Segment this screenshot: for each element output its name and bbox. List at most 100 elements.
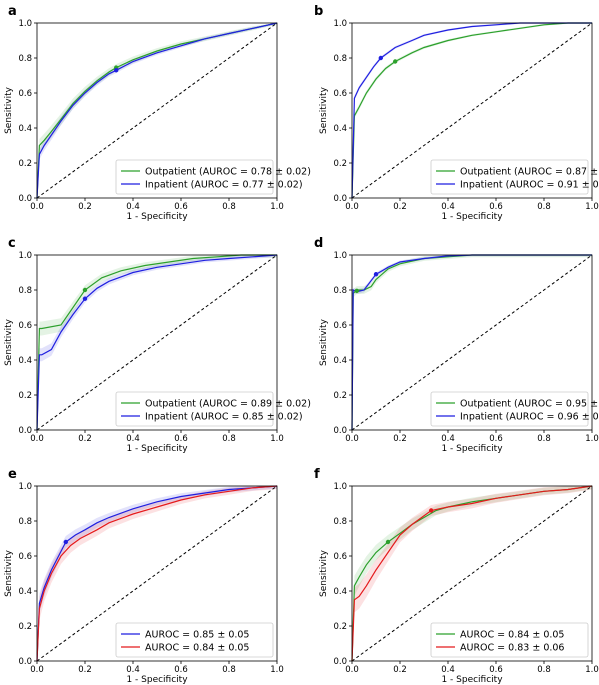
y-tick-label: 0.8: [18, 54, 32, 64]
legend-entry: Outpatient (AUROC = 0.78 ± 0.02): [145, 167, 311, 178]
x-axis-label: 1 - Specificity: [441, 212, 503, 222]
y-tick-label: 0.6: [333, 89, 347, 99]
chance-diagonal: [351, 22, 593, 199]
x-tick-label: 0.0: [30, 434, 44, 444]
legend-box: [430, 391, 589, 427]
x-tick-label: 0.6: [489, 202, 503, 212]
y-tick-label: 0.0: [333, 657, 347, 667]
y-axis-label: Sensitivity: [4, 86, 14, 134]
legend-entry: Outpatient (AUROC = 0.87 ± 0.02): [460, 167, 599, 178]
panel-label: d: [314, 236, 323, 251]
roc-panel-f: 0.0 0.2 0.4 0.6 0.8 1.0 0.0 0.2 0.4 0.6 0.8 1.0 1 - …: [314, 467, 599, 685]
x-tick-label: 0.2: [78, 434, 92, 444]
legend-entry: Inpatient (AUROC = 0.77 ± 0.02): [145, 180, 303, 191]
y-tick-label: 0.0: [18, 657, 32, 667]
x-tick-label: 0.0: [30, 202, 44, 212]
x-tick-label: 1.0: [585, 202, 599, 212]
y-tick-label: 0.8: [333, 286, 347, 296]
legend: Outpatient (AUROC = 0.95 ± 0.02) Inpatien…: [430, 391, 599, 427]
x-tick-label: 0.2: [393, 665, 407, 675]
confidence-band-f-1: [352, 486, 592, 661]
y-tick-label: 0.2: [333, 159, 347, 169]
y-axis-label: Sensitivity: [319, 86, 329, 134]
x-tick-label: 0.0: [30, 665, 44, 675]
y-tick-label: 0.4: [18, 587, 32, 597]
y-tick-label: 0.0: [333, 426, 347, 436]
x-tick-label: 0.2: [78, 665, 92, 675]
y-tick-label: 1.0: [18, 251, 32, 261]
x-axis-label: 1 - Specificity: [126, 444, 188, 454]
x-tick-label: 0.8: [537, 665, 551, 675]
confidence-band-f-0: [352, 486, 592, 661]
y-tick-label: 0.2: [333, 622, 347, 632]
legend-entry: Inpatient (AUROC = 0.91 ± 0.01): [460, 180, 599, 191]
operating-point-d-1: [373, 272, 379, 277]
x-axis-label: 1 - Specificity: [126, 212, 188, 222]
y-tick-label: 1.0: [18, 19, 32, 29]
axes-frame: [351, 254, 593, 431]
x-tick-label: 0.6: [174, 665, 188, 675]
y-tick-label: 1.0: [333, 251, 347, 261]
y-tick-label: 0.0: [333, 194, 347, 204]
panel-label: e: [8, 467, 17, 482]
axes-frame: [36, 22, 278, 199]
y-axis-label: Sensitivity: [4, 549, 14, 597]
y-tick-label: 0.6: [18, 552, 32, 562]
x-tick-label: 0.8: [222, 434, 236, 444]
x-tick-label: 0.6: [174, 202, 188, 212]
y-tick-label: 0.4: [333, 124, 347, 134]
legend: Outpatient (AUROC = 0.78 ± 0.02) Inpatien…: [115, 159, 311, 195]
y-tick-label: 0.6: [333, 552, 347, 562]
y-tick-label: 0.8: [333, 54, 347, 64]
x-tick-label: 0.2: [78, 202, 92, 212]
legend: Outpatient (AUROC = 0.89 ± 0.02) Inpatien…: [115, 391, 311, 427]
x-tick-label: 0.0: [345, 665, 359, 675]
x-tick-label: 1.0: [270, 434, 284, 444]
y-tick-label: 0.8: [18, 286, 32, 296]
legend: Outpatient (AUROC = 0.87 ± 0.02) Inpatien…: [430, 159, 599, 195]
y-tick-label: 0.4: [333, 587, 347, 597]
panel-label: a: [8, 4, 17, 19]
y-tick-label: 0.4: [18, 124, 32, 134]
x-tick-label: 0.4: [126, 202, 140, 212]
chance-diagonal: [351, 485, 593, 662]
y-tick-label: 0.4: [333, 356, 347, 366]
legend: AUROC = 0.85 ± 0.05 AUROC = 0.84 ± 0.05: [115, 622, 274, 658]
x-tick-label: 0.4: [441, 665, 455, 675]
panel-label: f: [314, 467, 320, 482]
chance-diagonal: [36, 485, 278, 662]
y-tick-label: 0.2: [333, 391, 347, 401]
legend-entry: Inpatient (AUROC = 0.85 ± 0.02): [145, 412, 303, 423]
x-tick-label: 0.6: [489, 434, 503, 444]
x-tick-label: 0.4: [441, 434, 455, 444]
x-tick-label: 0.0: [345, 202, 359, 212]
operating-point-a-1: [114, 68, 119, 73]
legend-entry: Outpatient (AUROC = 0.89 ± 0.02): [145, 399, 311, 410]
y-tick-label: 1.0: [333, 482, 347, 492]
legend-entry: AUROC = 0.84 ± 0.05: [460, 630, 564, 641]
legend-box: [115, 391, 274, 427]
operating-point-c-1: [82, 296, 88, 301]
y-tick-label: 0.4: [18, 356, 32, 366]
series-line-f-1: [351, 485, 593, 662]
x-tick-label: 0.6: [489, 665, 503, 675]
series-line-e-1: [36, 485, 278, 662]
operating-point-d-0: [354, 288, 359, 294]
y-axis-label: Sensitivity: [319, 318, 329, 366]
y-tick-label: 0.2: [18, 622, 32, 632]
roc-panel-a: 0.0 0.2 0.4 0.6 0.8 1.0 0.0 0.2 0.4 0.6 0.8 1.0 1 - …: [4, 4, 311, 222]
legend-entry: AUROC = 0.85 ± 0.05: [145, 630, 249, 641]
x-tick-label: 0.2: [393, 202, 407, 212]
y-tick-label: 0.2: [18, 391, 32, 401]
series-line-e-0: [36, 485, 278, 662]
legend: AUROC = 0.84 ± 0.05 AUROC = 0.83 ± 0.06: [430, 622, 589, 658]
x-tick-label: 0.2: [393, 434, 407, 444]
chance-diagonal: [36, 22, 278, 199]
operating-point-f-1: [429, 508, 434, 513]
x-tick-label: 0.0: [345, 434, 359, 444]
y-axis-label: Sensitivity: [4, 318, 14, 366]
y-tick-label: 0.0: [18, 194, 32, 204]
operating-point-b-1: [378, 55, 383, 61]
x-tick-label: 1.0: [270, 665, 284, 675]
x-tick-label: 0.8: [222, 202, 236, 212]
